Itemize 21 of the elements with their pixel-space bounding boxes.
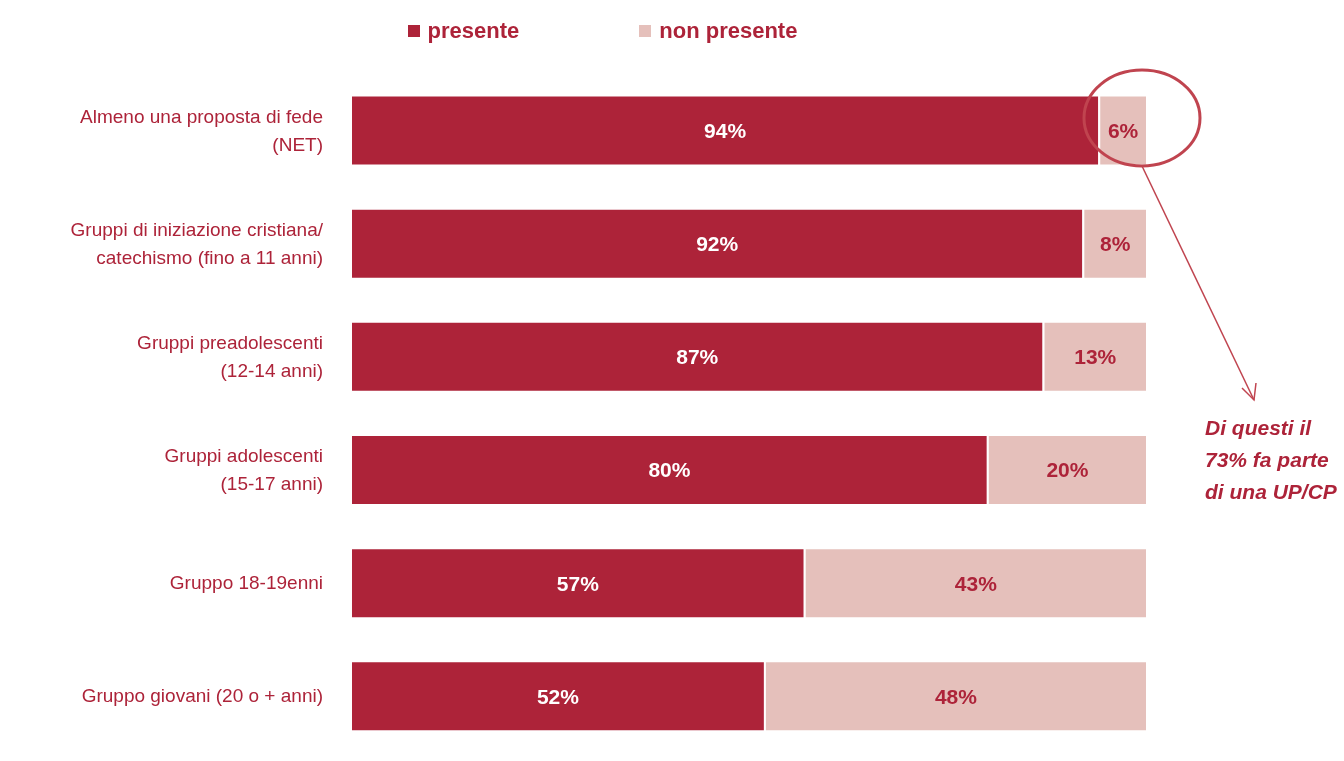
legend-label: non presente — [658, 18, 798, 44]
data-label: 80% — [648, 458, 691, 482]
data-label: 52% — [536, 684, 580, 708]
y-tick-label: Gruppi preadolescenti (12-14 anni) — [137, 331, 323, 381]
data-label: 8% — [1099, 232, 1131, 256]
y-tick-label: Gruppi adolescenti (15-17 anni) — [164, 445, 323, 495]
data-label: 6% — [1107, 118, 1139, 142]
data-label: 92% — [696, 232, 739, 256]
y-tick-label: Gruppo 18-19enni — [169, 572, 323, 594]
y-tick-label: Almeno una proposta di fede (NET) — [80, 105, 323, 155]
text: presente — [426, 18, 520, 44]
data-label: 57% — [556, 571, 600, 595]
y-tick-label: Gruppi di iniziazione cristiana/ catechismo (fino a 11 anni) — [70, 218, 324, 268]
data-label: 48% — [934, 684, 978, 708]
data-label: 13% — [1074, 345, 1117, 369]
text: Di questi il 73% fa parte di una UP/CP — [1205, 415, 1337, 505]
data-label: 43% — [954, 571, 998, 595]
data-label: 20% — [1046, 458, 1089, 482]
data-label: 87% — [676, 345, 719, 369]
y-tick-label: Gruppo giovani (20 o + anni) — [81, 685, 323, 707]
data-label: 94% — [704, 118, 747, 142]
